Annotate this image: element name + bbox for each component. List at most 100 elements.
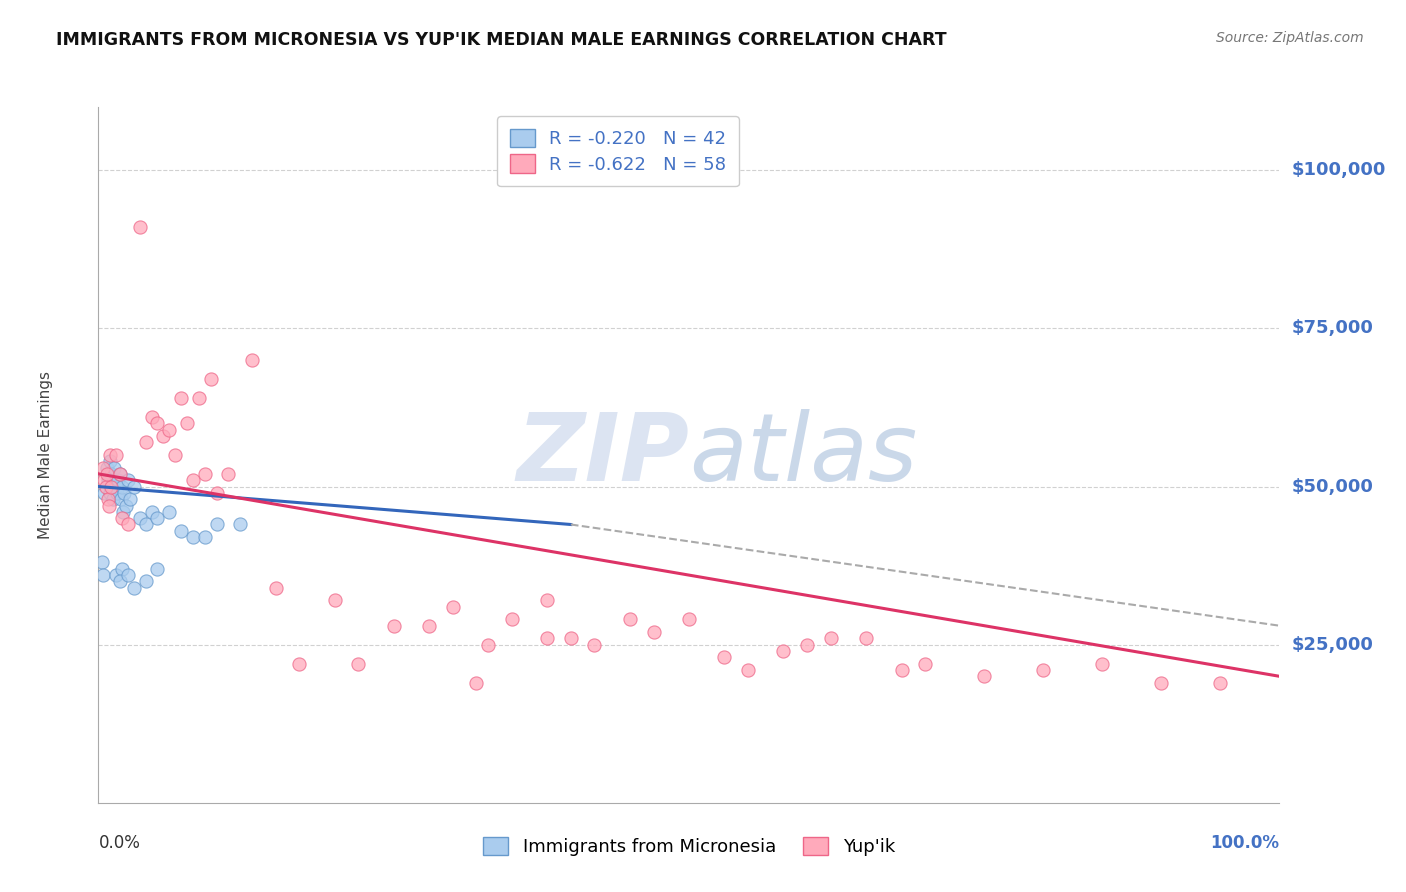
Point [181, 530, 204, 544]
Text: $75,000: $75,000 [1291, 319, 1374, 337]
Point [382, 618, 405, 632]
Point [170, 391, 193, 405]
Point [536, 593, 558, 607]
Point [465, 675, 488, 690]
Text: 100.0%: 100.0% [1211, 834, 1279, 852]
Point [146, 511, 169, 525]
Point [93, 473, 115, 487]
Point [240, 353, 263, 368]
Point [94, 479, 117, 493]
Point [619, 612, 641, 626]
Point [135, 574, 157, 589]
Point [157, 505, 180, 519]
Point [101, 479, 124, 493]
Point [187, 391, 209, 405]
Point [107, 473, 129, 487]
Text: Source: ZipAtlas.com: Source: ZipAtlas.com [1216, 31, 1364, 45]
Point [643, 625, 665, 640]
Text: $100,000: $100,000 [1291, 161, 1386, 179]
Point [170, 524, 193, 538]
Text: IMMIGRANTS FROM MICRONESIA VS YUP'IK MEDIAN MALE EARNINGS CORRELATION CHART: IMMIGRANTS FROM MICRONESIA VS YUP'IK MED… [56, 31, 946, 49]
Legend: Immigrants from Micronesia, Yup'ik: Immigrants from Micronesia, Yup'ik [475, 830, 903, 863]
Point [97, 473, 120, 487]
Point [217, 467, 239, 481]
Point [117, 473, 139, 487]
Point [229, 517, 252, 532]
Point [973, 669, 995, 683]
Point [165, 448, 187, 462]
Point [176, 417, 198, 431]
Point [104, 473, 127, 487]
Point [141, 409, 163, 424]
Point [194, 530, 217, 544]
Point [110, 492, 132, 507]
Text: Median Male Earnings: Median Male Earnings [38, 371, 53, 539]
Point [264, 581, 287, 595]
Point [114, 499, 136, 513]
Point [101, 492, 124, 507]
Point [141, 505, 163, 519]
Point [122, 479, 145, 493]
Point [146, 562, 169, 576]
Point [536, 632, 558, 646]
Point [796, 638, 818, 652]
Point [323, 593, 346, 607]
Point [93, 486, 115, 500]
Point [108, 574, 131, 589]
Point [112, 505, 135, 519]
Point [105, 486, 128, 500]
Point [98, 454, 121, 468]
Point [117, 568, 139, 582]
Point [288, 657, 311, 671]
Point [205, 486, 228, 500]
Point [194, 467, 217, 481]
Point [98, 486, 121, 500]
Point [890, 663, 912, 677]
Point [100, 467, 122, 481]
Text: 0.0%: 0.0% [98, 834, 141, 852]
Point [914, 657, 936, 671]
Point [583, 638, 606, 652]
Point [128, 220, 150, 235]
Point [112, 486, 135, 500]
Point [146, 417, 169, 431]
Text: $50,000: $50,000 [1291, 477, 1374, 496]
Point [98, 467, 121, 481]
Point [347, 657, 370, 671]
Point [678, 612, 700, 626]
Text: $25,000: $25,000 [1291, 636, 1374, 654]
Point [111, 562, 134, 576]
Point [111, 479, 134, 493]
Point [152, 429, 174, 443]
Point [91, 460, 114, 475]
Text: ZIP: ZIP [516, 409, 689, 501]
Point [128, 511, 150, 525]
Point [111, 511, 134, 525]
Point [772, 644, 794, 658]
Point [157, 423, 180, 437]
Point [117, 517, 139, 532]
Point [135, 517, 157, 532]
Point [441, 599, 464, 614]
Point [200, 372, 222, 386]
Point [1032, 663, 1054, 677]
Point [205, 517, 228, 532]
Point [820, 632, 842, 646]
Point [560, 632, 582, 646]
Point [97, 492, 120, 507]
Point [103, 460, 125, 475]
Point [477, 638, 499, 652]
Point [105, 448, 128, 462]
Point [855, 632, 877, 646]
Point [1150, 675, 1173, 690]
Point [96, 467, 118, 481]
Point [1209, 675, 1232, 690]
Point [737, 663, 759, 677]
Point [105, 479, 128, 493]
Point [181, 473, 204, 487]
Point [96, 460, 118, 475]
Point [108, 467, 131, 481]
Point [713, 650, 735, 665]
Point [501, 612, 523, 626]
Point [91, 568, 114, 582]
